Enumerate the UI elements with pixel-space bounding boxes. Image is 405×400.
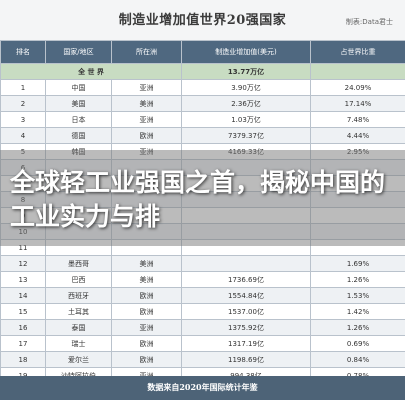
continent-cell: 美洲: [111, 95, 182, 112]
country-cell: 瑞士: [45, 335, 112, 352]
continent-cell: 欧洲: [111, 351, 182, 368]
rank-cell: 12: [0, 255, 46, 272]
table-row: 3 日本 亚洲 1.03万亿 7.48%: [0, 111, 405, 128]
country-cell: 泰国: [45, 319, 112, 336]
continent-cell: 欧洲: [111, 287, 182, 304]
value-cell: 3.90万亿: [181, 79, 311, 96]
continent-cell: 亚洲: [111, 79, 182, 96]
footer-source-text: 数据来自2020年国际统计年鉴: [147, 382, 258, 392]
overlay-band: [0, 150, 405, 246]
value-cell: 1554.84亿: [181, 287, 311, 304]
rank-cell: 17: [0, 335, 46, 352]
rank-cell: 14: [0, 287, 46, 304]
rank-cell: 2: [0, 95, 46, 112]
rank-cell: 15: [0, 303, 46, 320]
share-cell: 1.26%: [310, 319, 405, 336]
document-footer: 数据来自2020年国际统计年鉴: [0, 376, 405, 400]
world-total-row: 全 世 界 13.77万亿: [0, 63, 405, 80]
source-note: 制表:Data君士: [345, 18, 393, 26]
rank-cell: 16: [0, 319, 46, 336]
continent-cell: 亚洲: [111, 111, 182, 128]
country-cell: 爱尔兰: [45, 351, 112, 368]
table-row: 15 土耳其 欧洲 1537.00亿 1.42%: [0, 303, 405, 320]
value-cell: 1537.00亿: [181, 303, 311, 320]
share-cell: 17.14%: [310, 95, 405, 112]
share-cell: 0.69%: [310, 335, 405, 352]
value-cell: 1317.19亿: [181, 335, 311, 352]
continent-cell: 亚洲: [111, 319, 182, 336]
continent-cell: 美洲: [111, 271, 182, 288]
share-cell: 24.09%: [310, 79, 405, 96]
table-header-row: 排名 国家/地区 所在洲 制造业增加值(美元) 占世界比重: [0, 40, 405, 64]
table-row: 14 西班牙 欧洲 1554.84亿 1.53%: [0, 287, 405, 304]
column-header-rank: 排名: [0, 40, 46, 64]
country-cell: 美国: [45, 95, 112, 112]
share-cell: 4.44%: [310, 127, 405, 144]
country-cell: 中国: [45, 79, 112, 96]
value-cell: 7379.37亿: [181, 127, 311, 144]
value-cell: 1198.69亿: [181, 351, 311, 368]
value-cell: 1736.69亿: [181, 271, 311, 288]
rank-cell: 3: [0, 111, 46, 128]
share-cell: 7.48%: [310, 111, 405, 128]
share-cell: 1.26%: [310, 271, 405, 288]
column-header-value: 制造业增加值(美元): [181, 40, 311, 64]
table-row: 18 爱尔兰 欧洲 1198.69亿 0.84%: [0, 351, 405, 368]
column-header-share: 占世界比重: [310, 40, 405, 64]
rank-cell: 4: [0, 127, 46, 144]
table-row: 16 泰国 亚洲 1375.92亿 1.26%: [0, 319, 405, 336]
continent-cell: 美洲: [111, 255, 182, 272]
document-title: 制造业增加值世界20强国家: [118, 13, 287, 28]
rank-cell: 1: [0, 79, 46, 96]
value-cell: 2.36万亿: [181, 95, 311, 112]
table-row: 12 墨西哥 美洲 1.69%: [0, 255, 405, 272]
value-cell: 1375.92亿: [181, 319, 311, 336]
share-cell: 1.42%: [310, 303, 405, 320]
country-cell: 土耳其: [45, 303, 112, 320]
overlay-title: 全球轻工业强国之首，揭秘中国的工业实力与排: [10, 168, 386, 231]
country-cell: 墨西哥: [45, 255, 112, 272]
share-cell: 0.84%: [310, 351, 405, 368]
continent-cell: 欧洲: [111, 127, 182, 144]
table-row: 17 瑞士 欧洲 1317.19亿 0.69%: [0, 335, 405, 352]
country-cell: 西班牙: [45, 287, 112, 304]
column-header-continent: 所在洲: [111, 40, 182, 64]
rank-cell: 18: [0, 351, 46, 368]
country-cell: 德国: [45, 127, 112, 144]
value-cell: [181, 255, 311, 272]
document-header: 制造业增加值世界20强国家 制表:Data君士: [0, 0, 405, 40]
column-header-country: 国家/地区: [45, 40, 112, 64]
world-total-value: 13.77万亿: [181, 63, 311, 80]
value-cell: 1.03万亿: [181, 111, 311, 128]
continent-cell: 欧洲: [111, 303, 182, 320]
continent-cell: 欧洲: [111, 335, 182, 352]
rank-cell: 13: [0, 271, 46, 288]
share-cell: 1.53%: [310, 287, 405, 304]
table-row: 13 巴西 美洲 1736.69亿 1.26%: [0, 271, 405, 288]
table-row: 4 德国 欧洲 7379.37亿 4.44%: [0, 127, 405, 144]
table-row: 1 中国 亚洲 3.90万亿 24.09%: [0, 79, 405, 96]
world-total-label: 全 世 界: [0, 63, 182, 80]
share-cell: 1.69%: [310, 255, 405, 272]
country-cell: 日本: [45, 111, 112, 128]
table-row: 2 美国 美洲 2.36万亿 17.14%: [0, 95, 405, 112]
country-cell: 巴西: [45, 271, 112, 288]
world-total-share: [310, 63, 405, 80]
